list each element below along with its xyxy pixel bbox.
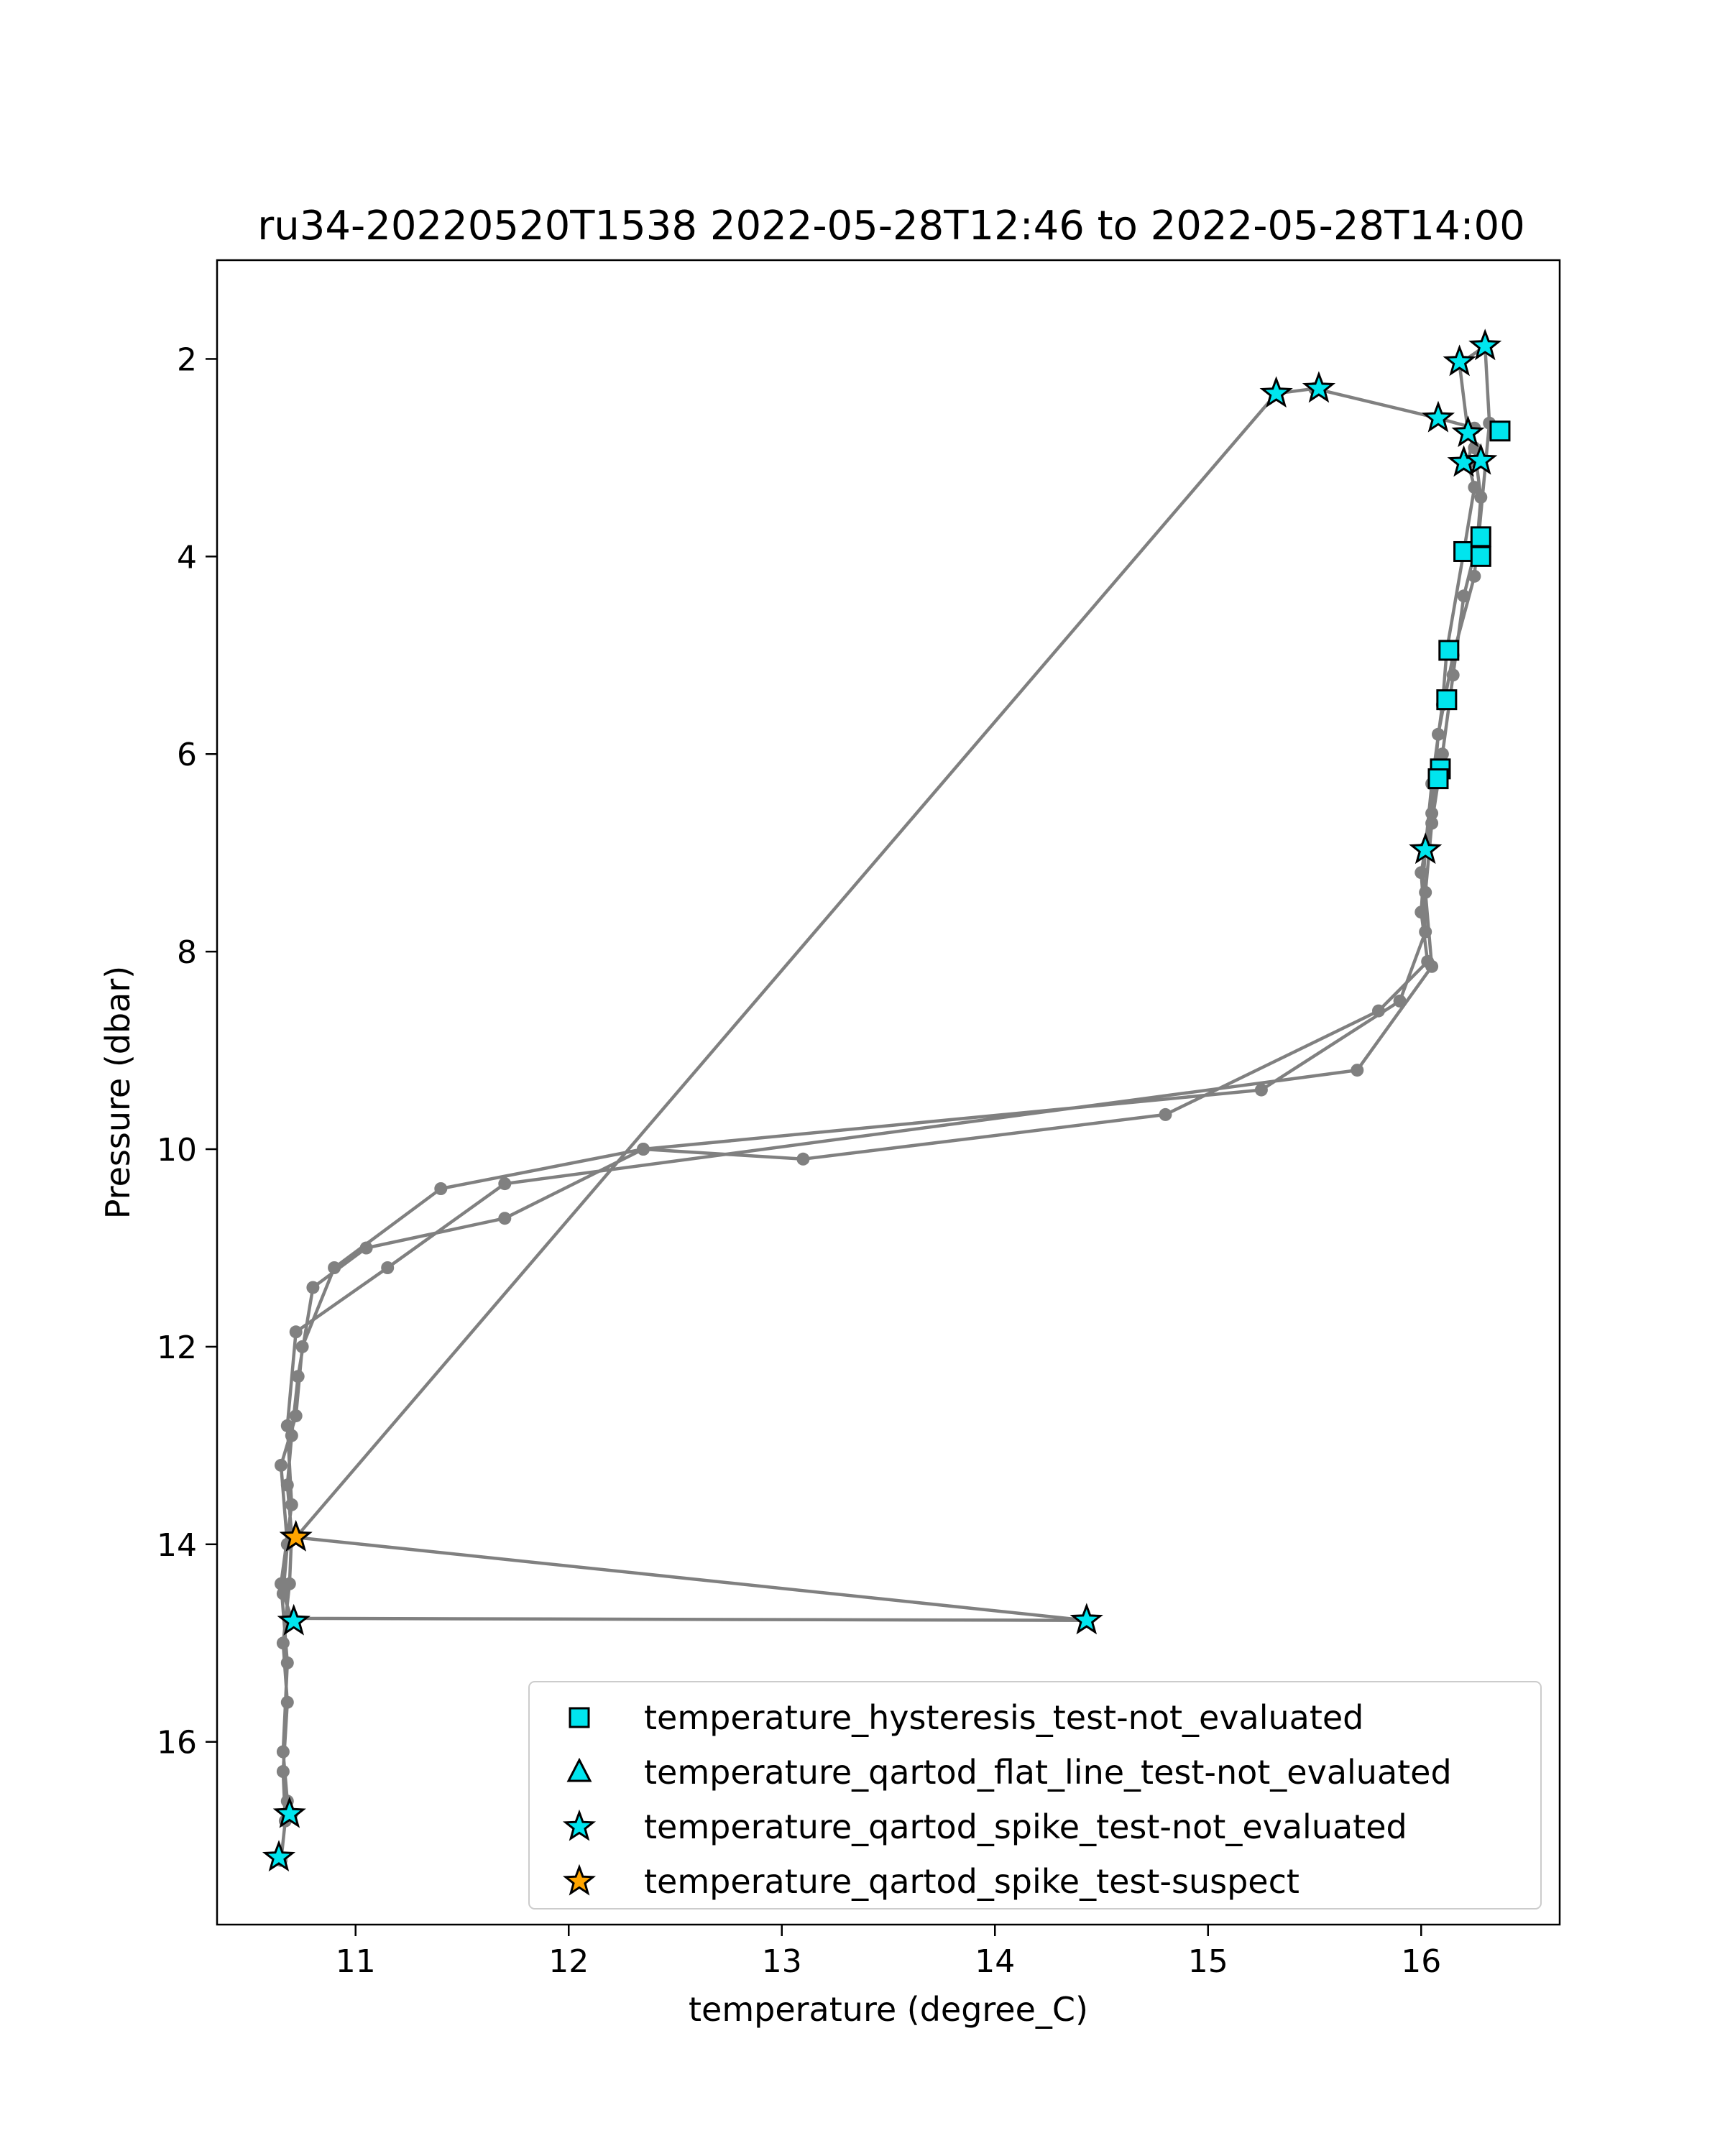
legend-square-icon	[569, 1707, 590, 1728]
y-axis-ticks: 2 4 6 8 10 12 14 16	[157, 341, 217, 1761]
square-marker	[1470, 545, 1491, 567]
profile-point	[1414, 906, 1428, 919]
legend-label: temperature_qartod_spike_test-not_evalua…	[644, 1807, 1407, 1846]
star-marker	[1464, 443, 1498, 475]
profile-point	[1419, 925, 1432, 939]
profile-line	[279, 344, 1491, 1861]
y-axis-label: Pressure (dbar)	[98, 966, 137, 1219]
star-marker	[1421, 400, 1455, 433]
legend-label: temperature_hysteresis_test-not_evaluate…	[644, 1698, 1363, 1737]
profile-point	[280, 1419, 294, 1432]
profile-point	[1419, 885, 1432, 899]
legend: temperature_hysteresis_test-not_evaluate…	[528, 1681, 1542, 1909]
plot-area	[262, 328, 1511, 1872]
profile-point	[276, 1745, 290, 1759]
square-marker	[1436, 689, 1458, 711]
x-tick-label: 12	[548, 1943, 589, 1980]
y-tick-label: 4	[177, 539, 197, 576]
star-marker	[279, 1519, 313, 1552]
profile-point	[498, 1212, 512, 1225]
profile-point	[1432, 727, 1445, 741]
legend-frame	[528, 1681, 1542, 1909]
x-tick-label: 15	[1188, 1943, 1228, 1980]
star-marker	[1468, 328, 1502, 361]
profile-point	[280, 1478, 294, 1492]
profile-point	[359, 1241, 373, 1255]
profile-point	[1414, 866, 1428, 880]
profile-point	[295, 1340, 309, 1353]
square-marker	[1438, 640, 1460, 661]
profile-point	[280, 1695, 294, 1709]
x-tick-label: 16	[1401, 1943, 1441, 1980]
star-marker	[1302, 371, 1336, 403]
star-marker	[1451, 415, 1485, 448]
profile-point	[275, 1577, 288, 1590]
profile-point	[1425, 816, 1439, 830]
profile-point	[637, 1143, 650, 1156]
y-tick-label: 10	[157, 1132, 197, 1169]
profile-point	[498, 1177, 512, 1191]
profile-point	[1254, 1083, 1268, 1097]
square-marker	[1453, 540, 1475, 562]
profile-point	[285, 1429, 298, 1442]
legend-star-icon	[562, 1864, 597, 1896]
star-marker	[1409, 832, 1443, 865]
profile-point	[1425, 806, 1439, 820]
profile-point	[1446, 668, 1460, 682]
profile-point	[434, 1182, 448, 1195]
profile-point	[275, 1458, 288, 1472]
profile-point	[1159, 1107, 1172, 1121]
profile-point	[289, 1409, 303, 1423]
legend-triangle-icon	[566, 1757, 592, 1782]
x-tick-label: 14	[975, 1943, 1015, 1980]
legend-label: temperature_qartod_flat_line_test-not_ev…	[644, 1753, 1452, 1792]
y-tick-label: 8	[177, 934, 197, 971]
profile-point	[1351, 1064, 1364, 1077]
profile-point	[1468, 569, 1481, 583]
profile-point	[276, 1636, 290, 1650]
profile-point	[328, 1261, 341, 1274]
star-marker	[277, 1603, 310, 1636]
profile-point	[381, 1261, 395, 1274]
profile-point	[276, 1587, 290, 1600]
x-tick-label: 13	[762, 1943, 802, 1980]
profile-point	[1457, 589, 1471, 603]
y-tick-label: 12	[157, 1330, 197, 1366]
square-marker	[1489, 420, 1511, 442]
profile-point	[280, 1656, 294, 1669]
profile-point	[289, 1325, 303, 1339]
legend-star-icon	[562, 1809, 597, 1841]
star-marker	[1070, 1603, 1103, 1635]
y-tick-label: 14	[157, 1527, 197, 1564]
profile-point	[1393, 994, 1407, 1008]
profile-point	[1468, 441, 1481, 455]
profile-point	[306, 1281, 320, 1294]
y-tick-label: 6	[177, 737, 197, 773]
star-marker	[272, 1796, 306, 1828]
square-marker	[1427, 768, 1449, 790]
profile-point	[276, 1765, 290, 1778]
profile-point	[1425, 959, 1439, 973]
chart-title: ru34-20220520T1538 2022-05-28T12:46 to 2…	[257, 203, 1524, 249]
square-marker	[1470, 526, 1491, 548]
y-tick-label: 16	[157, 1725, 197, 1761]
star-marker	[262, 1840, 296, 1872]
profile-point	[1372, 1004, 1385, 1018]
y-tick-label: 2	[177, 341, 197, 378]
profile-point	[1468, 481, 1481, 494]
star-marker	[1443, 344, 1476, 377]
x-axis-ticks: 11 12 13 14 15 16	[336, 1925, 1441, 1980]
profile-point	[1435, 747, 1449, 761]
x-tick-label: 11	[336, 1943, 376, 1980]
legend-label: temperature_qartod_spike_test-suspect	[644, 1862, 1300, 1901]
star-marker	[1259, 376, 1293, 408]
plot-frame	[216, 259, 1561, 1926]
profile-point	[1474, 490, 1488, 504]
profile-point	[291, 1370, 305, 1383]
profile-point	[796, 1152, 810, 1166]
profile-point	[285, 1498, 298, 1511]
x-axis-label: temperature (degree_C)	[689, 1990, 1088, 2029]
